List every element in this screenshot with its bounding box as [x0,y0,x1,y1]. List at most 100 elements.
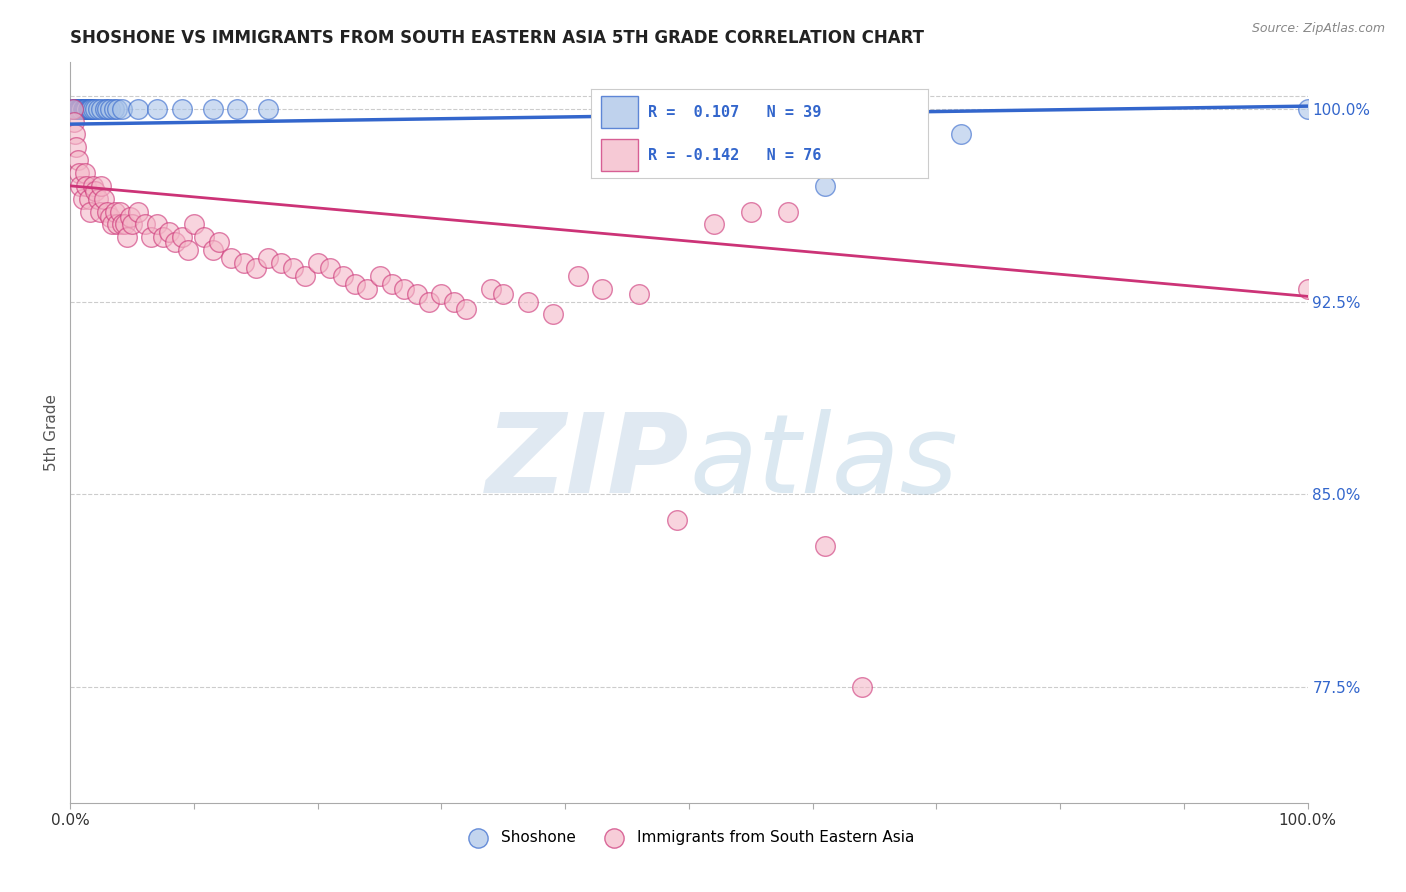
Point [492,286,515,301]
Point [65,140,87,154]
Point [517,294,540,309]
Point [734,128,756,142]
Point [103,102,125,116]
Point [479,282,502,296]
Point [105,218,128,232]
Point [418,294,440,309]
Point [139,230,162,244]
Point [127,102,149,116]
Point [72,102,94,116]
Point [127,204,149,219]
FancyBboxPatch shape [600,96,638,128]
Point [94,102,117,116]
Point [232,256,254,270]
Point [93,192,115,206]
Point [165,235,187,250]
Point [226,102,249,116]
Legend: Shoshone, Immigrants from South Eastern Asia: Shoshone, Immigrants from South Eastern … [457,823,921,851]
Point [740,204,762,219]
Point [814,178,837,193]
Point [76,102,98,116]
Point [270,256,292,270]
Text: ZIP: ZIP [485,409,689,516]
Point [851,128,873,142]
Point [86,192,108,206]
Point [77,102,100,116]
Point [146,218,169,232]
Point [157,225,180,239]
FancyBboxPatch shape [600,139,638,171]
Point [89,204,111,219]
Point [90,102,112,116]
Point [183,218,205,232]
Point [115,230,138,244]
Point [628,286,651,301]
Point [96,102,118,116]
Point [111,102,134,116]
Text: R = -0.142   N = 76: R = -0.142 N = 76 [648,148,821,162]
Point [98,102,121,116]
Point [430,286,453,301]
Point [567,268,589,283]
Point [70,102,93,116]
Point [851,680,873,694]
Point [950,128,973,142]
Point [356,282,378,296]
Text: atlas: atlas [689,409,957,516]
Point [111,218,134,232]
Point [79,204,101,219]
Point [67,102,90,116]
Point [193,230,215,244]
Point [257,102,280,116]
Point [456,302,478,317]
Point [84,102,107,116]
Point [72,192,94,206]
Point [86,102,108,116]
Point [281,261,304,276]
Point [381,277,404,291]
Point [591,282,613,296]
Point [67,166,90,180]
Point [219,251,242,265]
Point [82,178,104,193]
Point [90,178,112,193]
Point [63,114,86,128]
Point [84,184,107,198]
Point [405,286,427,301]
Point [170,230,193,244]
Point [201,102,224,116]
Point [294,268,316,283]
Point [79,102,101,116]
Text: SHOSHONE VS IMMIGRANTS FROM SOUTH EASTERN ASIA 5TH GRADE CORRELATION CHART: SHOSHONE VS IMMIGRANTS FROM SOUTH EASTER… [70,29,924,47]
Point [62,102,84,116]
Point [75,102,97,116]
Point [114,218,136,232]
Point [75,102,97,116]
Point [201,243,224,257]
Point [121,218,143,232]
Point [889,128,911,142]
Point [394,282,416,296]
Point [1296,102,1319,116]
Point [814,539,837,553]
Y-axis label: 5th Grade: 5th Grade [44,394,59,471]
Point [65,128,87,142]
Point [62,102,84,116]
Point [368,268,391,283]
Point [63,102,86,116]
Point [65,102,87,116]
Point [104,204,127,219]
Point [541,307,564,321]
Point [105,102,128,116]
Point [101,218,124,232]
Point [69,178,91,193]
Text: Source: ZipAtlas.com: Source: ZipAtlas.com [1251,22,1385,36]
Point [96,204,118,219]
Text: R =  0.107   N = 39: R = 0.107 N = 39 [648,105,821,120]
Point [77,192,100,206]
Point [343,277,366,291]
Point [170,102,193,116]
Point [66,102,89,116]
Point [208,235,231,250]
Point [82,102,104,116]
